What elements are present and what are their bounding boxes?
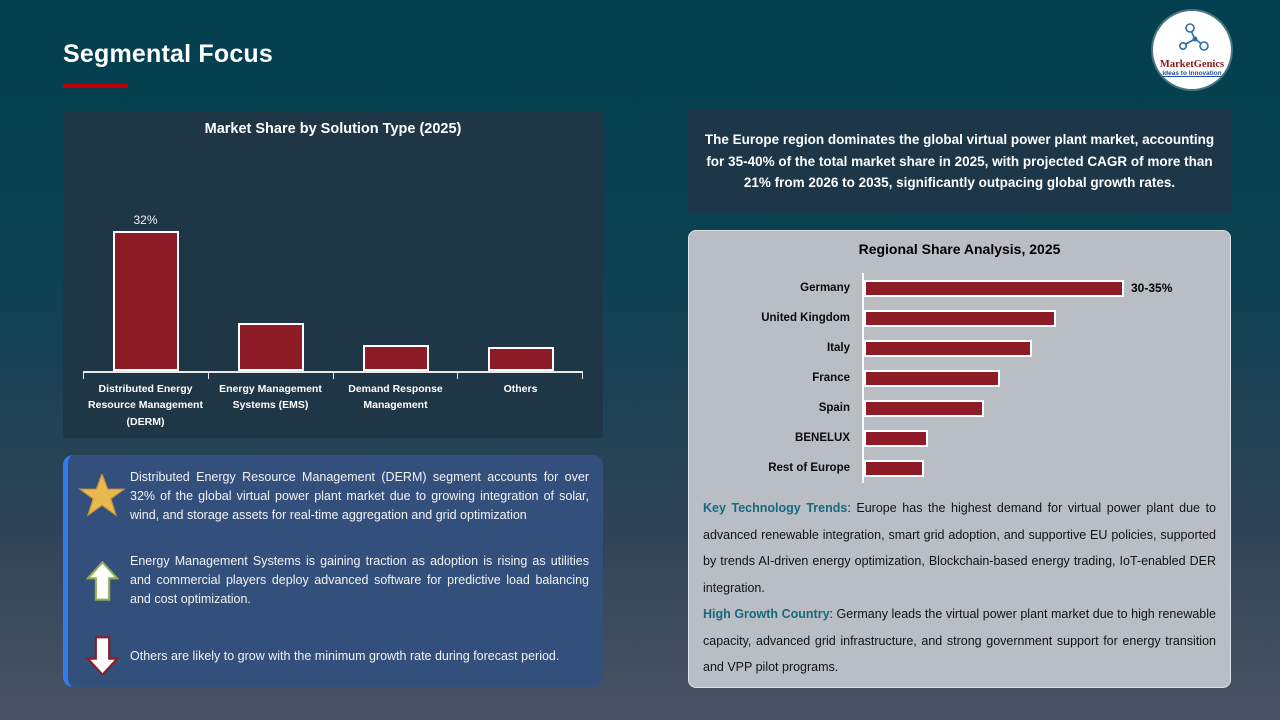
category-label-1: Energy Management Systems (EMS) [219, 383, 322, 412]
region-label-1: United Kingdom [761, 312, 850, 324]
regional-chart-title: Regional Share Analysis, 2025 [858, 241, 1061, 257]
regional-row-3: France [702, 363, 1217, 393]
insight-ems: Energy Management Systems is gaining tra… [74, 552, 589, 609]
category-label-0: Distributed Energy Resource Management (… [88, 383, 203, 428]
regional-row-2: Italy [702, 333, 1217, 363]
page-title: Segmental Focus [63, 40, 273, 68]
logo-tagline-text: Ideas to Innovation [1162, 70, 1222, 77]
note-high-growth-country: High Growth Country: Germany leads the v… [703, 601, 1216, 681]
arrow-down-icon [74, 636, 130, 676]
insight-derm: Distributed Energy Resource Management (… [74, 468, 589, 525]
insight-derm-text: Distributed Energy Resource Management (… [130, 470, 589, 522]
region-bar-track [862, 333, 1217, 363]
solution-chart-title: Market Share by Solution Type (2025) [204, 121, 462, 137]
column-3 [458, 329, 583, 371]
region-bar-track [862, 363, 1217, 393]
bar-2 [362, 345, 429, 371]
region-label-3: France [812, 372, 850, 384]
europe-summary-text: The Europe region dominates the global v… [704, 132, 1215, 191]
molecule-icon [1175, 23, 1209, 58]
insights-panel: Distributed Energy Resource Management (… [63, 455, 603, 687]
insight-others-text: Others are likely to grow with the minim… [130, 648, 560, 663]
region-bar-0 [864, 279, 1124, 297]
region-bar-track [862, 393, 1217, 423]
region-bar-value-label: 30-35% [1131, 281, 1173, 295]
logo-brand-text: MarketGenics [1159, 59, 1225, 70]
region-label-0: Germany [800, 282, 850, 294]
regional-row-5: BENELUX [702, 423, 1217, 453]
title-underline [63, 84, 128, 88]
bar-0 [112, 231, 179, 371]
region-bar-1 [864, 309, 1056, 327]
bar-value-label: 32% [133, 213, 158, 227]
note-high-growth-country-label: High Growth Country [703, 607, 830, 621]
category-label-2: Demand Response Management [348, 383, 443, 412]
bar-3 [487, 347, 554, 371]
regional-row-0: Germany 30-35% [702, 273, 1217, 303]
region-bar-track: 30-35% [862, 273, 1217, 303]
column-1 [208, 305, 333, 371]
region-label-6: Rest of Europe [768, 462, 850, 474]
regional-row-6: Rest of Europe [702, 453, 1217, 483]
region-label-4: Spain [818, 402, 850, 414]
region-bar-3 [864, 369, 1000, 387]
note-high-growth-country-text: : Germany leads the virtual power plant … [703, 607, 1216, 674]
region-bar-track [862, 453, 1217, 483]
europe-summary-panel: The Europe region dominates the global v… [688, 110, 1231, 213]
solution-chart-labels: Distributed Energy Resource Management (… [83, 381, 583, 430]
regional-chart-rows: Germany 30-35% United Kingdom Italy France Sp… [702, 273, 1217, 483]
region-bar-track [862, 303, 1217, 333]
note-technology-trends: Key Technology Trends: Europe has the hi… [703, 495, 1216, 601]
note-technology-trends-text: : Europe has the highest demand for virt… [703, 501, 1217, 595]
region-label-5: BENELUX [795, 432, 850, 444]
region-bar-track [862, 423, 1217, 453]
solution-chart-axis-ticks [83, 373, 583, 379]
arrow-up-icon [74, 560, 130, 601]
marketgenics-logo: MarketGenics Ideas to Innovation [1153, 11, 1231, 89]
category-label-3: Others [503, 383, 538, 395]
solution-chart-panel: Market Share by Solution Type (2025) 32%… [63, 112, 603, 438]
regional-row-1: United Kingdom [702, 303, 1217, 333]
bar-1 [237, 323, 304, 371]
regional-analysis-panel: Regional Share Analysis, 2025 Germany 30-… [688, 230, 1231, 688]
regional-row-4: Spain [702, 393, 1217, 423]
region-bar-5 [864, 429, 928, 447]
solution-chart-plot: 32% [83, 141, 583, 373]
insight-others: Others are likely to grow with the minim… [74, 636, 589, 676]
insight-ems-text: Energy Management Systems is gaining tra… [130, 554, 589, 606]
region-bar-6 [864, 459, 924, 477]
region-bar-2 [864, 339, 1032, 357]
column-2 [333, 327, 458, 371]
region-bar-4 [864, 399, 984, 417]
column-0: 32% [83, 213, 208, 371]
star-icon [74, 473, 130, 520]
region-label-2: Italy [826, 342, 850, 354]
regional-notes: Key Technology Trends: Europe has the hi… [702, 495, 1217, 681]
note-technology-trends-label: Key Technology Trends [703, 501, 848, 515]
